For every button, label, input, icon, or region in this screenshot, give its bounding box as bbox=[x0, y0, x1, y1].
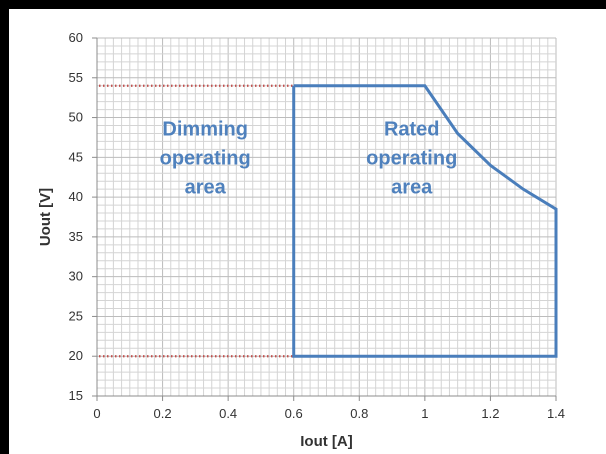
x-tick-label: 1.4 bbox=[547, 406, 565, 421]
y-tick-label: 20 bbox=[69, 348, 83, 363]
chart-frame bbox=[7, 7, 606, 454]
x-tick-label: 1.2 bbox=[481, 406, 499, 421]
x-tick-label: 0.8 bbox=[350, 406, 368, 421]
region-label-1-line-2: area bbox=[391, 177, 433, 199]
region-label-0-line-2: area bbox=[185, 177, 227, 199]
x-tick-label: 0 bbox=[93, 406, 100, 421]
x-axis-title: Iout [A] bbox=[300, 433, 352, 450]
y-axis-title: Uout [V] bbox=[37, 188, 54, 246]
y-tick-label: 25 bbox=[69, 308, 83, 323]
y-tick-label: 60 bbox=[69, 30, 83, 45]
x-tick-label: 1 bbox=[421, 406, 428, 421]
y-tick-label: 50 bbox=[69, 110, 83, 125]
y-tick-label: 35 bbox=[69, 229, 83, 244]
region-label-1-line-1: operating bbox=[366, 148, 457, 170]
y-tick-label: 55 bbox=[69, 70, 83, 85]
x-tick-label: 0.2 bbox=[154, 406, 172, 421]
x-tick-label: 0.6 bbox=[285, 406, 303, 421]
region-label-1-line-0: Rated bbox=[384, 119, 440, 141]
y-tick-label: 30 bbox=[69, 269, 83, 284]
operating-area-boundary bbox=[292, 84, 558, 358]
y-tick-label: 15 bbox=[69, 388, 83, 403]
region-label-0-line-1: operating bbox=[160, 148, 251, 170]
x-tick-label: 0.4 bbox=[219, 406, 237, 421]
y-tick-label: 40 bbox=[69, 189, 83, 204]
region-label-0-line-0: Dimming bbox=[162, 119, 248, 141]
y-tick-label: 45 bbox=[69, 149, 83, 164]
